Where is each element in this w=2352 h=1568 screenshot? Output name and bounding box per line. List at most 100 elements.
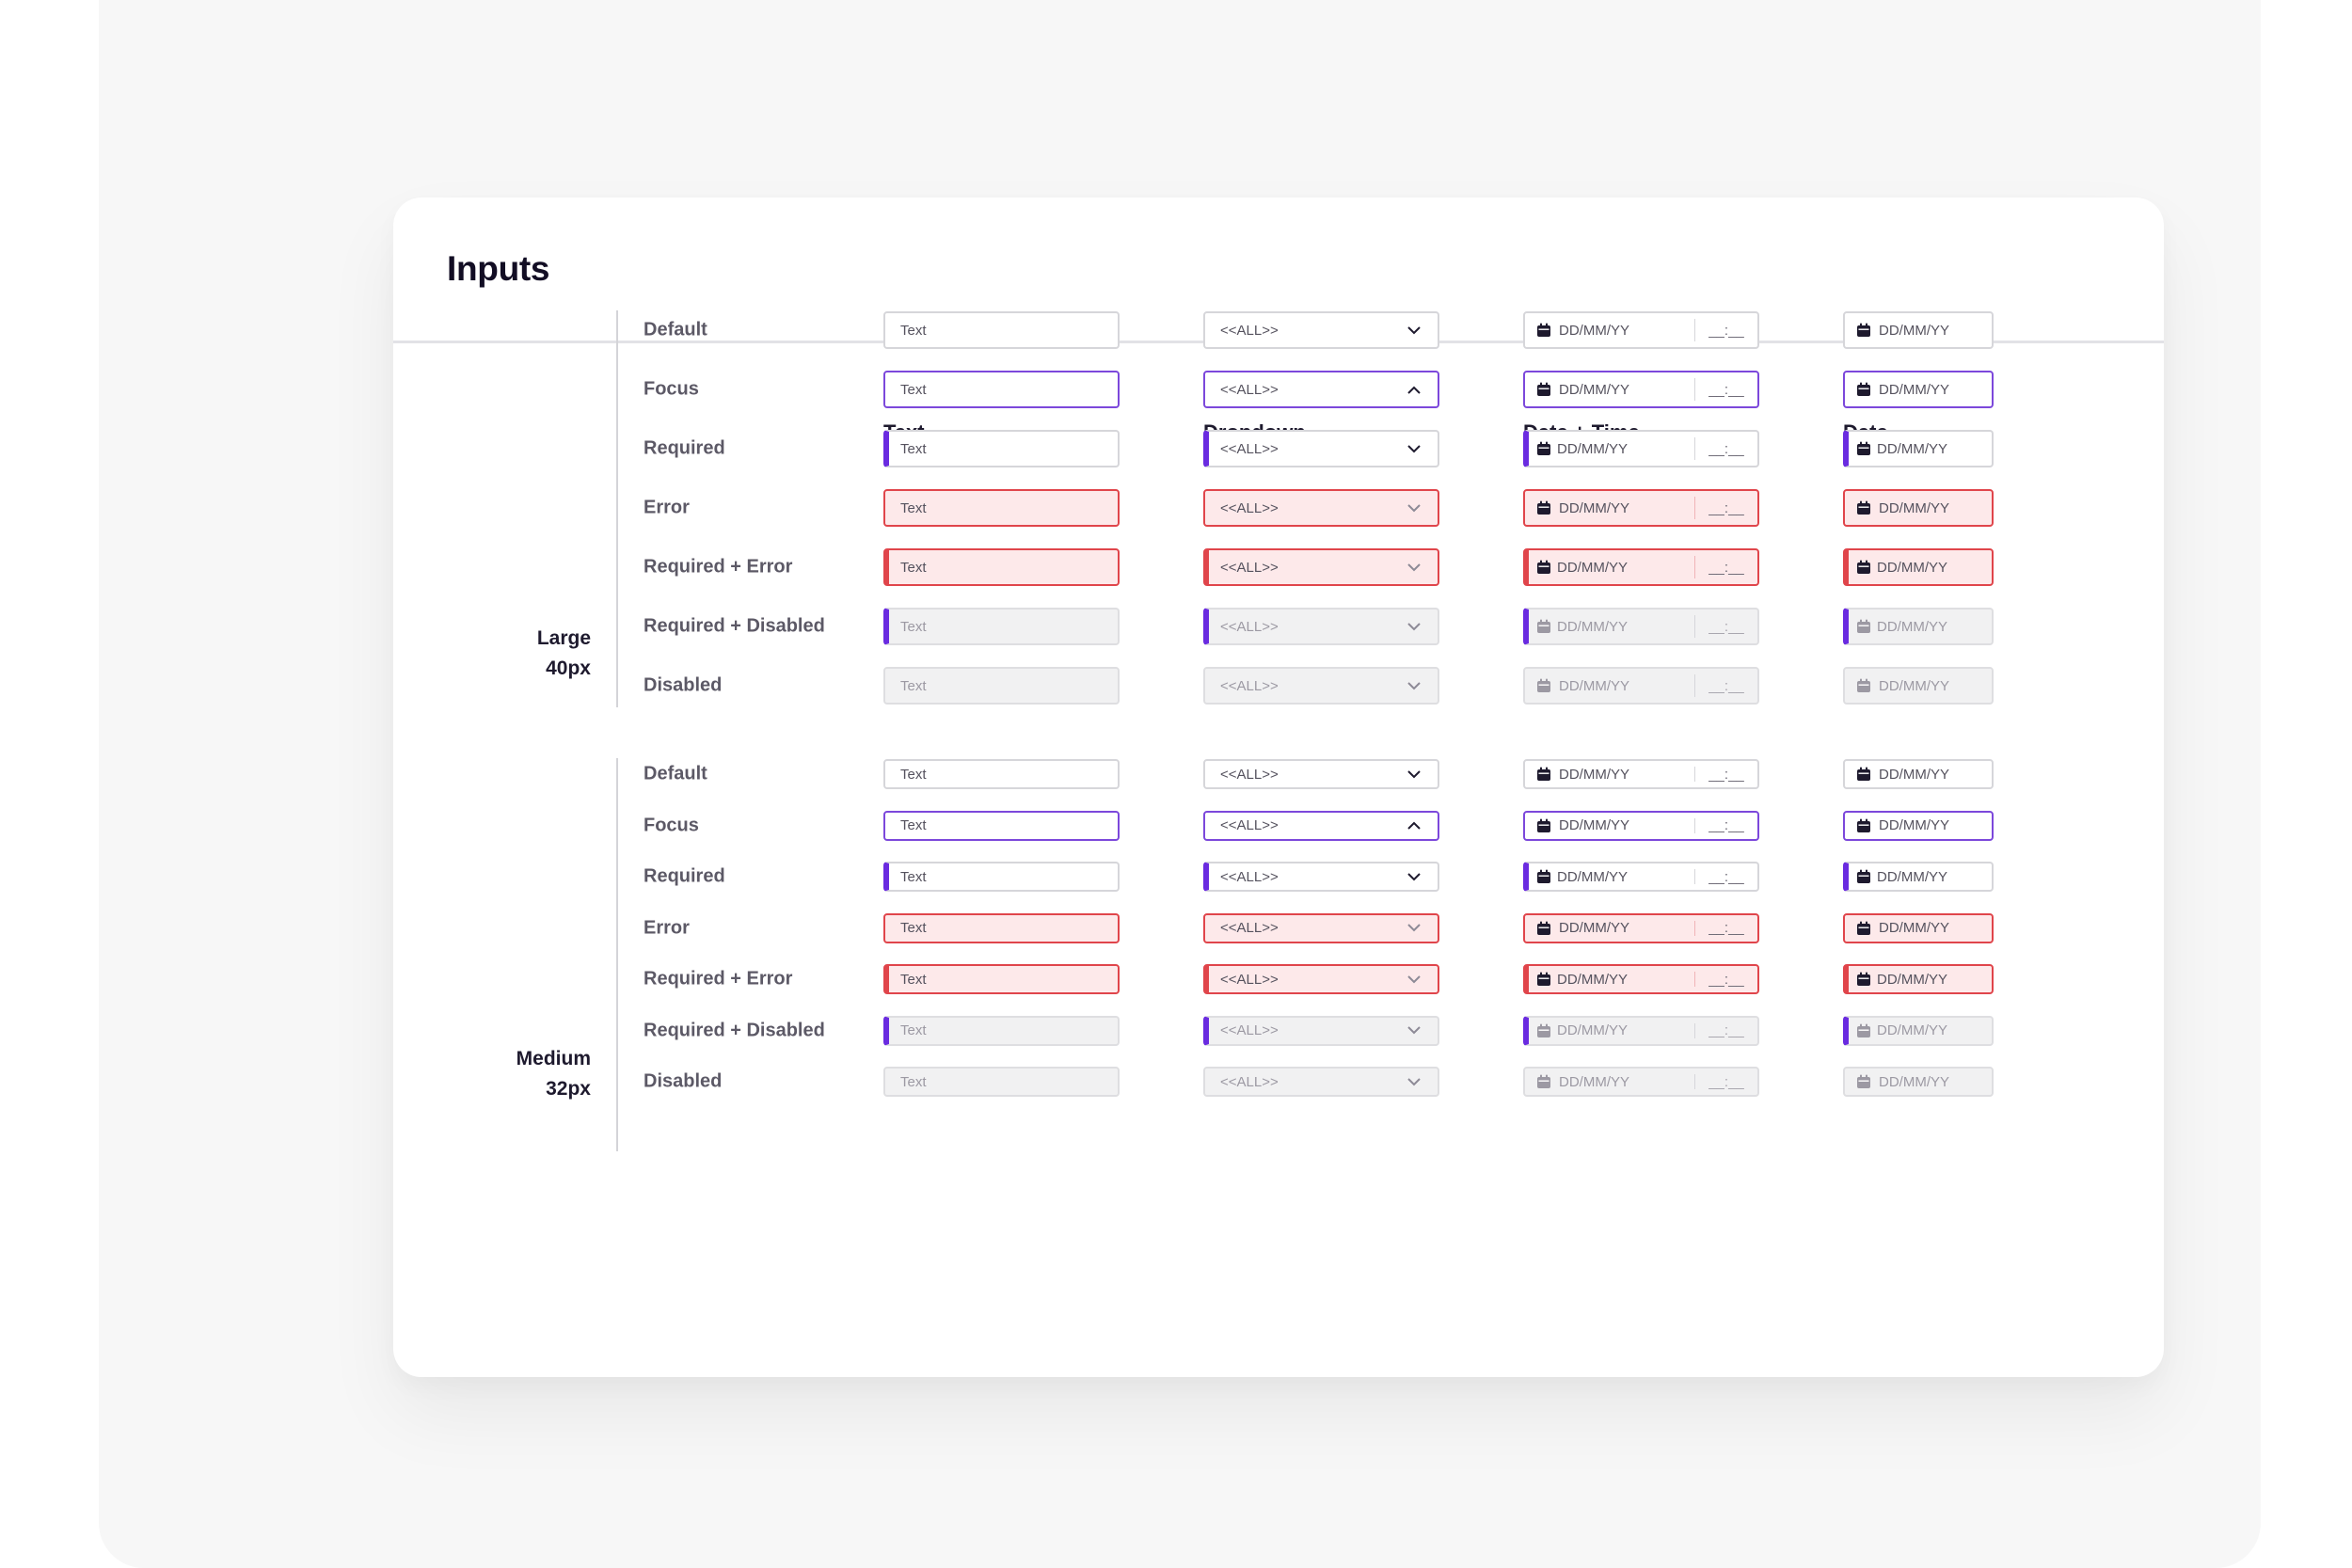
dropdown-selected-value: <<ALL>> — [1220, 440, 1279, 457]
group-divider-line — [616, 758, 618, 1151]
date-placeholder: DD/MM/YY — [1559, 1073, 1629, 1090]
medium-datetime-default-field[interactable]: DD/MM/YY __:__ — [1523, 759, 1759, 789]
medium-datetime-focus-field[interactable]: DD/MM/YY __:__ — [1523, 810, 1759, 841]
time-placeholder: __:__ — [1708, 817, 1744, 833]
text-input-value: Text — [900, 868, 927, 885]
calendar-icon — [1856, 818, 1871, 833]
date-placeholder: DD/MM/YY — [1559, 920, 1629, 936]
medium-date-required-field[interactable]: DD/MM/YY — [1843, 862, 1994, 892]
time-placeholder: __:__ — [1708, 440, 1744, 457]
inputs-card: Inputs Text Dropdown Date + Time Date La… — [393, 198, 2164, 1377]
time-placeholder: __:__ — [1708, 499, 1744, 516]
medium-datetime-error-field[interactable]: DD/MM/YY __:__ — [1523, 912, 1759, 943]
large-date-error-field[interactable]: DD/MM/YY — [1843, 489, 1994, 527]
date-placeholder: DD/MM/YY — [1559, 322, 1629, 339]
date-time-separator — [1694, 437, 1695, 460]
row-label-required-disabled: Required + Disabled — [644, 1020, 825, 1040]
medium-dropdown-required-disabled-field: <<ALL>> — [1203, 1015, 1439, 1046]
large-date-required-field[interactable]: DD/MM/YY — [1843, 430, 1994, 467]
calendar-icon — [1536, 323, 1551, 338]
date-time-separator — [1694, 378, 1695, 401]
date-placeholder: DD/MM/YY — [1879, 322, 1949, 339]
row-label-default: Default — [644, 763, 707, 784]
chevron-down-icon — [1406, 559, 1422, 576]
chevron-down-icon — [1406, 322, 1422, 339]
date-placeholder: DD/MM/YY — [1879, 677, 1949, 694]
calendar-icon — [1856, 441, 1871, 456]
date-placeholder: DD/MM/YY — [1559, 677, 1629, 694]
medium-text-default-field[interactable]: Text — [883, 759, 1120, 789]
medium-date-focus-field[interactable]: DD/MM/YY — [1843, 810, 1994, 841]
dropdown-selected-value: <<ALL>> — [1220, 618, 1279, 635]
row-label-error: Error — [644, 917, 690, 938]
medium-date-disabled-field: DD/MM/YY — [1843, 1067, 1994, 1097]
time-placeholder: __:__ — [1708, 618, 1744, 635]
dropdown-selected-value: <<ALL>> — [1220, 868, 1279, 885]
large-text-required-field[interactable]: Text — [883, 430, 1120, 467]
dropdown-selected-value: <<ALL>> — [1220, 1022, 1279, 1038]
calendar-icon — [1856, 500, 1871, 515]
group-divider-line — [616, 310, 618, 707]
large-text-required-error-field[interactable]: Text — [883, 548, 1120, 586]
medium-dropdown-required-field[interactable]: <<ALL>> — [1203, 862, 1439, 892]
dropdown-selected-value: <<ALL>> — [1220, 559, 1279, 576]
medium-dropdown-error-field[interactable]: <<ALL>> — [1203, 912, 1439, 943]
large-dropdown-default-field[interactable]: <<ALL>> — [1203, 311, 1439, 349]
text-input-value: Text — [900, 677, 927, 694]
medium-date-default-field[interactable]: DD/MM/YY — [1843, 759, 1994, 789]
medium-date-error-field[interactable]: DD/MM/YY — [1843, 912, 1994, 943]
date-placeholder: DD/MM/YY — [1879, 381, 1949, 398]
large-text-default-field[interactable]: Text — [883, 311, 1120, 349]
chevron-down-icon — [1406, 868, 1422, 885]
medium-dropdown-required-error-field[interactable]: <<ALL>> — [1203, 964, 1439, 994]
medium-text-error-field[interactable]: Text — [883, 912, 1120, 943]
medium-datetime-required-field[interactable]: DD/MM/YY __:__ — [1523, 862, 1759, 892]
large-date-default-field[interactable]: DD/MM/YY — [1843, 311, 1994, 349]
medium-date-required-disabled-field: DD/MM/YY — [1843, 1015, 1994, 1046]
large-datetime-required-error-field[interactable]: DD/MM/YY __:__ — [1523, 548, 1759, 586]
large-text-error-field[interactable]: Text — [883, 489, 1120, 527]
medium-dropdown-focus-field[interactable]: <<ALL>> — [1203, 810, 1439, 841]
text-input-value: Text — [900, 971, 927, 988]
medium-text-focus-field[interactable]: Text — [883, 810, 1120, 841]
large-datetime-required-field[interactable]: DD/MM/YY __:__ — [1523, 430, 1759, 467]
medium-datetime-disabled-field: DD/MM/YY __:__ — [1523, 1067, 1759, 1097]
time-placeholder: __:__ — [1708, 868, 1744, 885]
medium-date-required-error-field[interactable]: DD/MM/YY — [1843, 964, 1994, 994]
medium-text-required-error-field[interactable]: Text — [883, 964, 1120, 994]
date-time-separator — [1694, 817, 1695, 833]
calendar-icon — [1536, 921, 1551, 936]
calendar-icon — [1856, 921, 1871, 936]
dropdown-selected-value: <<ALL>> — [1220, 322, 1279, 339]
time-placeholder: __:__ — [1708, 971, 1744, 988]
dropdown-selected-value: <<ALL>> — [1220, 971, 1279, 988]
large-date-focus-field[interactable]: DD/MM/YY — [1843, 371, 1994, 408]
large-date-required-disabled-field: DD/MM/YY — [1843, 608, 1994, 645]
large-datetime-error-field[interactable]: DD/MM/YY __:__ — [1523, 489, 1759, 527]
large-text-required-disabled-field: Text — [883, 608, 1120, 645]
date-placeholder: DD/MM/YY — [1879, 1073, 1949, 1090]
chevron-down-icon — [1406, 766, 1422, 783]
large-date-required-error-field[interactable]: DD/MM/YY — [1843, 548, 1994, 586]
date-placeholder: DD/MM/YY — [1557, 868, 1628, 885]
medium-text-required-field[interactable]: Text — [883, 862, 1120, 892]
row-label-required: Required — [644, 437, 725, 459]
date-placeholder: DD/MM/YY — [1559, 499, 1629, 516]
chevron-down-icon — [1406, 618, 1422, 635]
date-placeholder: DD/MM/YY — [1559, 817, 1629, 833]
large-dropdown-error-field[interactable]: <<ALL>> — [1203, 489, 1439, 527]
date-placeholder: DD/MM/YY — [1557, 559, 1628, 576]
large-dropdown-required-error-field[interactable]: <<ALL>> — [1203, 548, 1439, 586]
medium-datetime-required-error-field[interactable]: DD/MM/YY __:__ — [1523, 964, 1759, 994]
group-label-line1: Medium — [516, 1048, 591, 1069]
large-text-focus-field[interactable]: Text — [883, 371, 1120, 408]
dropdown-selected-value: <<ALL>> — [1220, 766, 1279, 783]
large-dropdown-required-field[interactable]: <<ALL>> — [1203, 430, 1439, 467]
date-time-separator — [1694, 869, 1695, 884]
time-placeholder: __:__ — [1708, 1022, 1744, 1038]
large-datetime-focus-field[interactable]: DD/MM/YY __:__ — [1523, 371, 1759, 408]
chevron-down-icon — [1406, 1073, 1422, 1090]
medium-dropdown-default-field[interactable]: <<ALL>> — [1203, 759, 1439, 789]
large-datetime-default-field[interactable]: DD/MM/YY __:__ — [1523, 311, 1759, 349]
large-dropdown-focus-field[interactable]: <<ALL>> — [1203, 371, 1439, 408]
